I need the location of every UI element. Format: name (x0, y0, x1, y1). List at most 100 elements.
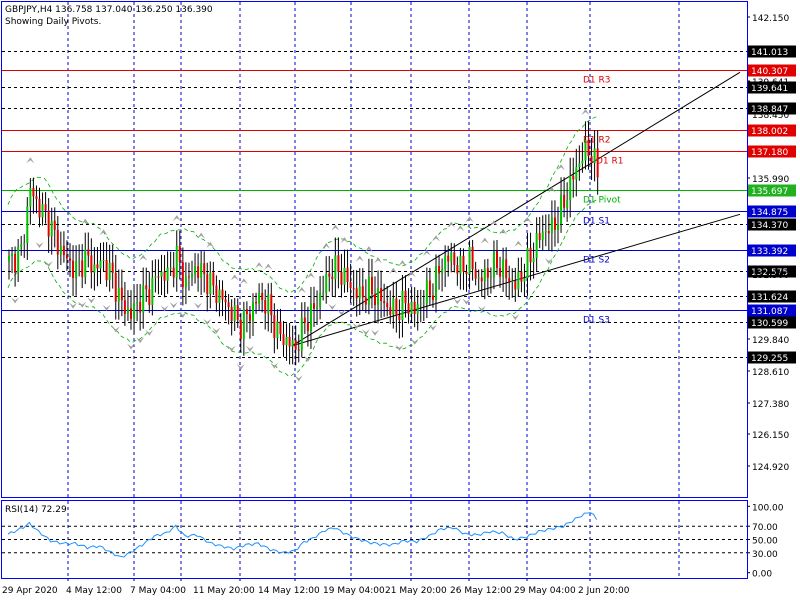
price-tag-label: 131.087 (751, 307, 788, 317)
candle-body (361, 286, 364, 298)
fractal-down-marker (102, 304, 111, 311)
time-axis-label: 29 Apr 2020 (2, 586, 58, 596)
candle-body (297, 349, 300, 351)
candle-body (11, 253, 14, 257)
candle-body (126, 308, 129, 314)
candle-body (337, 255, 340, 272)
candle-body (578, 163, 581, 167)
price-tick-label: 132.500 (752, 271, 789, 281)
candle-body (194, 266, 197, 275)
candle-body (191, 274, 193, 278)
candle-body (32, 187, 35, 197)
candle-body (139, 302, 142, 313)
candle-body (56, 229, 59, 255)
candle-body (242, 309, 245, 340)
candle-body (270, 294, 273, 316)
price-tag-label: 130.599 (751, 319, 788, 329)
candle-body (535, 233, 538, 259)
fractal-down-marker (169, 302, 178, 309)
candle-body (410, 301, 413, 314)
candle-body (20, 244, 23, 247)
candle-body (508, 278, 511, 282)
candle-body (325, 273, 328, 293)
upper-band (7, 116, 597, 294)
time-axis-label: 4 May 12:00 (66, 586, 122, 596)
lower-band (7, 199, 597, 377)
candle-body (90, 255, 93, 273)
fractal-down-marker (111, 326, 120, 333)
level-name: D1 R2 (583, 136, 611, 146)
price-tag-label: 133.392 (751, 247, 788, 257)
price-tick-label: 135.990 (752, 175, 789, 185)
price-tick-label: 124.920 (752, 463, 789, 473)
candle-body (212, 272, 215, 286)
candle-body (245, 309, 248, 315)
fractal-down-marker (145, 329, 154, 336)
candle-body (392, 298, 395, 315)
price-tag-label: 140.307 (751, 67, 788, 77)
fractal-down-marker (69, 302, 78, 309)
price-tag (748, 316, 796, 329)
candle-body (65, 255, 68, 259)
candle-body (465, 271, 468, 274)
candle-body (252, 301, 254, 322)
candle-body (587, 139, 590, 157)
candle-body (526, 247, 529, 279)
candle-body (87, 249, 90, 256)
price-tag (748, 102, 796, 115)
price-tag (748, 351, 796, 364)
fractal-down-marker (477, 305, 486, 312)
fractal-down-marker (371, 329, 379, 336)
fractal-up-marker (581, 108, 590, 115)
price-tag-label: 134.875 (751, 208, 788, 218)
price-tick-label: 139.641 (752, 78, 789, 88)
fractal-up-marker (230, 274, 239, 281)
candle-body (340, 271, 343, 285)
time-axis-label: 29 May 04:00 (514, 586, 576, 596)
candle-body (316, 307, 319, 309)
candle-body (492, 250, 495, 278)
candle-body (499, 267, 502, 277)
candle-body (502, 259, 505, 277)
candle-body (383, 301, 386, 304)
candle-body (264, 300, 267, 314)
price-axis-tags: 140.307 138.002 137.180 135.697 134.875 133.3… (748, 45, 796, 364)
candle-body (84, 249, 87, 278)
candle-body (239, 319, 242, 340)
fractal-down-marker (160, 305, 169, 312)
candle-body (413, 301, 416, 314)
candle-body (279, 321, 282, 335)
candle-body (538, 233, 541, 241)
time-axis-label: 7 May 04:00 (130, 586, 186, 596)
fractal-up-marker (514, 240, 523, 247)
candle-body (59, 245, 62, 255)
candle-body (181, 262, 184, 288)
fractal-up-marker (340, 237, 349, 244)
candle-body (282, 334, 285, 346)
candle-body (120, 287, 123, 301)
price-tag (748, 124, 796, 137)
fractal-down-marker (78, 301, 87, 308)
candle-body (331, 276, 334, 280)
candle-body (267, 294, 270, 314)
price-tag-label: 132.575 (751, 268, 788, 278)
price-tag (748, 265, 796, 278)
candle-body (99, 260, 102, 269)
candle-body (447, 255, 450, 262)
candle-body (428, 280, 431, 296)
candle-body (355, 288, 358, 299)
candle-body (550, 217, 553, 234)
fractal-up-marker (206, 241, 215, 248)
candle-body (148, 289, 151, 306)
fractal-down-marker (203, 318, 212, 325)
price-tag-label: 131.624 (751, 293, 788, 303)
trendline (291, 71, 741, 347)
price-tag (748, 205, 796, 218)
fractal-up-marker (480, 237, 489, 244)
fractal-down-marker (544, 257, 553, 264)
candle-body (352, 288, 355, 290)
price-tick-label: 138.450 (752, 111, 789, 121)
fractal-up-marker (264, 263, 273, 270)
candle-body (169, 267, 172, 269)
rsi-grid (2, 501, 747, 578)
